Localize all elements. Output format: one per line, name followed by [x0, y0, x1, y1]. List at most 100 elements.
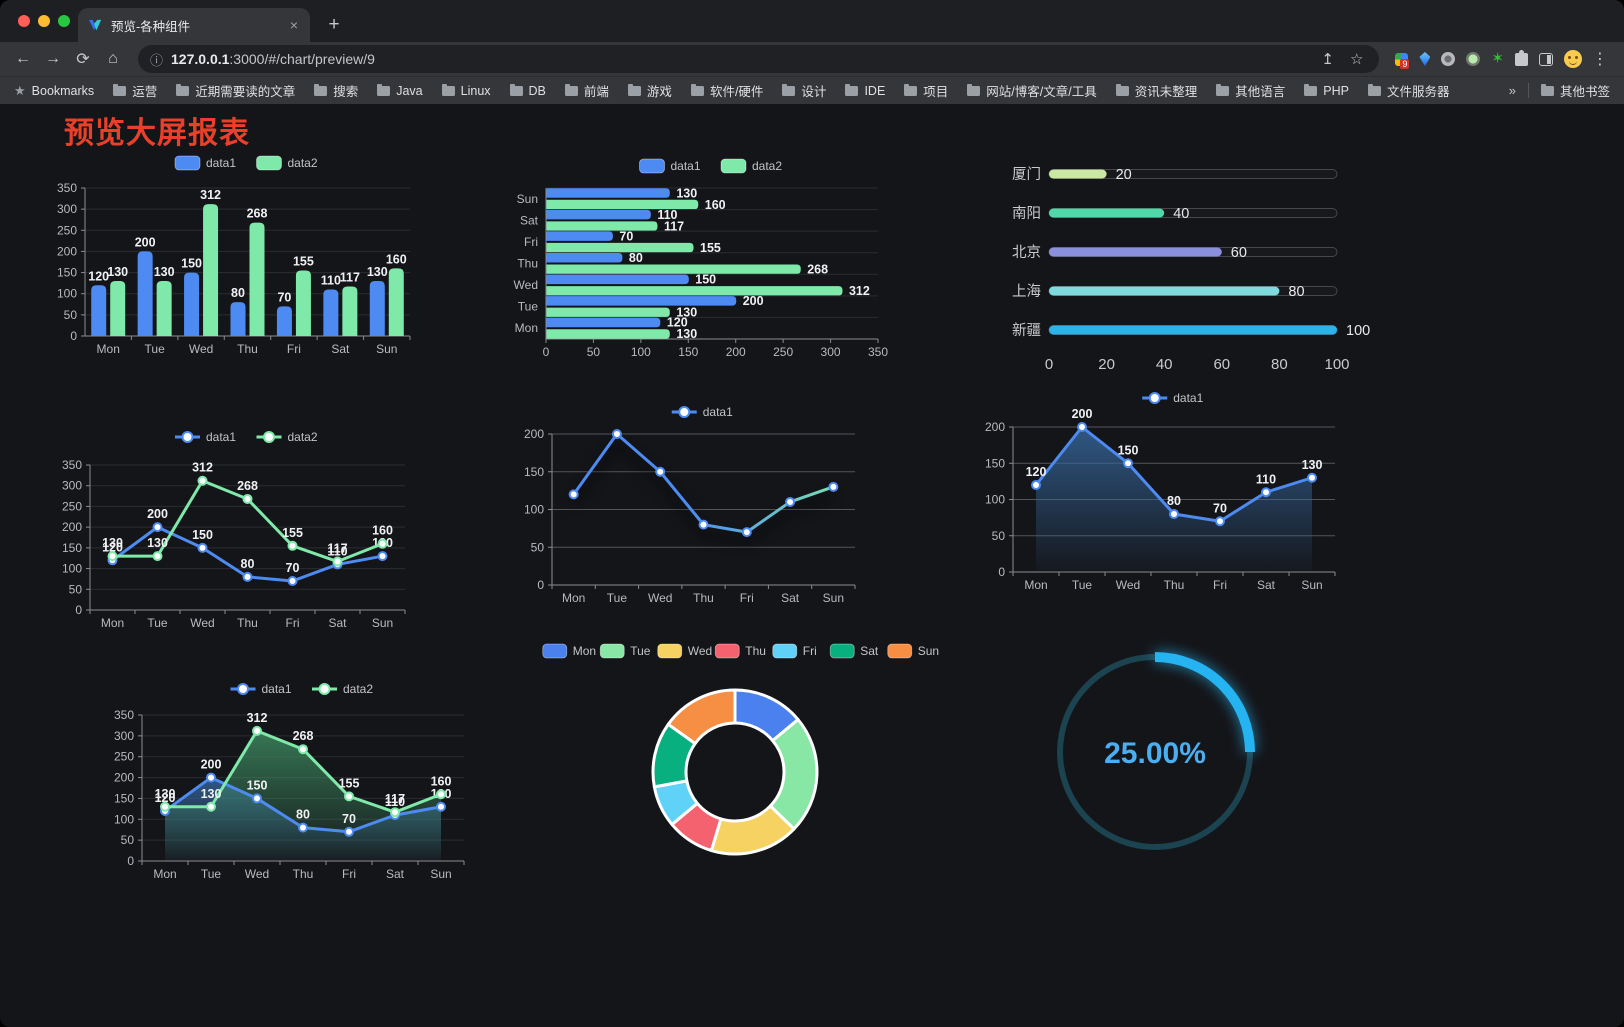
site-info-icon[interactable]: ⓘ	[150, 52, 164, 68]
legend-item[interactable]: Mon	[542, 643, 596, 659]
svg-text:300: 300	[62, 479, 82, 493]
bookmark-item[interactable]: 资讯未整理	[1115, 81, 1197, 100]
legend-item[interactable]: data2	[256, 155, 318, 171]
bookmark-star-icon[interactable]: ☆	[1349, 51, 1364, 68]
legend-item[interactable]: data1	[175, 430, 236, 444]
bookmarks-overflow-icon[interactable]: »	[1508, 83, 1516, 98]
legend-item[interactable]: Wed	[657, 643, 712, 659]
green-star-extension-icon[interactable]: ✶	[1491, 50, 1504, 67]
folder-icon	[113, 83, 127, 96]
legend-item[interactable]: Tue	[599, 643, 651, 659]
svg-text:data1: data1	[206, 430, 236, 444]
gray-circle-extension-icon[interactable]	[1441, 52, 1456, 66]
bookmark-item[interactable]: 网站/博客/文章/工具	[967, 81, 1097, 100]
svg-text:50: 50	[64, 308, 78, 322]
svg-text:100: 100	[985, 493, 1005, 507]
browser-tab[interactable]: 预览-各种组件 ×	[78, 8, 310, 42]
bookmark-item[interactable]: 近期需要读的文章	[176, 81, 295, 100]
chart-donut[interactable]: Mon Tue Wed Thu Fri Sat Sun	[542, 635, 939, 875]
svg-text:Wed: Wed	[514, 278, 538, 292]
share-icon[interactable]: ↥	[1321, 51, 1334, 68]
svg-text:350: 350	[868, 345, 888, 359]
legend-item[interactable]: Sun	[887, 643, 939, 659]
svg-text:100: 100	[1346, 323, 1370, 339]
bookmark-item[interactable]: 搜索	[314, 81, 358, 100]
url-text[interactable]: 127.0.0.1:3000/#/chart/preview/9	[171, 51, 1309, 67]
svg-text:Tue: Tue	[1072, 578, 1093, 592]
svg-text:Sun: Sun	[1301, 578, 1322, 592]
svg-text:0: 0	[998, 565, 1005, 579]
legend-item[interactable]: data1	[639, 158, 701, 174]
folder-icon	[1540, 83, 1554, 96]
svg-text:Sat: Sat	[860, 644, 879, 658]
other-bookmarks[interactable]: 其他书签	[1540, 81, 1610, 100]
back-icon[interactable]: ←	[15, 50, 31, 67]
bookmark-item[interactable]: 项目	[904, 81, 948, 100]
svg-text:Thu: Thu	[745, 644, 766, 658]
bookmark-item[interactable]: 文件服务器	[1367, 81, 1449, 100]
svg-text:Sat: Sat	[1257, 578, 1276, 592]
tab-close-icon[interactable]: ×	[289, 17, 298, 33]
window-controls[interactable]	[18, 15, 70, 27]
legend-item[interactable]: Thu	[714, 643, 766, 659]
svg-text:70: 70	[619, 229, 633, 243]
legend-item[interactable]: data1	[671, 405, 733, 419]
bookmarks-divider	[1527, 83, 1529, 98]
legend-item[interactable]: data1	[174, 155, 236, 171]
minimize-window-button[interactable]	[38, 15, 50, 27]
gem-extension-icon[interactable]	[1419, 52, 1431, 66]
extensions-badge-icon[interactable]: 9	[1395, 52, 1410, 69]
address-bar[interactable]: ⓘ 127.0.0.1:3000/#/chart/preview/9 ↥ ☆	[138, 45, 1380, 73]
forward-icon[interactable]: →	[45, 50, 61, 67]
chart-line-gradient[interactable]: 0 50 100 150 200 Mon Tue Wed Thu Fri Sat Sun data1	[500, 400, 865, 612]
bookmark-item[interactable]: 软件/硬件	[690, 81, 763, 100]
legend-item[interactable]: data2	[256, 430, 318, 444]
bookmark-item[interactable]: 游戏	[627, 81, 672, 100]
bookmark-item[interactable]: Linux	[441, 81, 491, 100]
legend-item[interactable]: Sat	[829, 643, 879, 659]
bookmarks-list: 运营 近期需要读的文章 搜索 Java Linux DB 前端 游戏 软件/硬件 设计 IDE 项目 网…	[113, 81, 1449, 100]
home-icon[interactable]: ⌂	[108, 50, 118, 67]
legend-item[interactable]: data1	[230, 682, 292, 696]
folder-icon	[967, 83, 981, 96]
svg-text:Wed: Wed	[190, 616, 214, 630]
legend-item[interactable]: data2	[312, 682, 373, 696]
close-window-button[interactable]	[18, 15, 30, 27]
donut-slice-Sun[interactable]	[666, 688, 737, 745]
svg-text:50: 50	[992, 529, 1006, 543]
svg-text:南阳: 南阳	[1012, 205, 1041, 222]
legend-item[interactable]: Fri	[772, 643, 817, 659]
reload-icon[interactable]: ⟳	[76, 51, 90, 68]
browser-menu-icon[interactable]: ⋮	[1592, 51, 1608, 68]
chart-line-dual[interactable]: 0 50 100 150 200 250 300 350 Mon Tue Wed Thu Fri Sat S…	[45, 425, 417, 637]
chart-progress-bars[interactable]: 厦门 20 南阳 40 北京 60 上海 80 新疆 100 0 20 40 60 80 100	[995, 155, 1370, 390]
bookmark-item[interactable]: PHP	[1304, 81, 1349, 100]
green-circle-extension-icon[interactable]	[1466, 52, 1481, 66]
chart-gauge[interactable]: 25.00%	[1040, 640, 1275, 872]
svg-text:Fri: Fri	[342, 867, 356, 881]
bookmark-item[interactable]: 前端	[564, 81, 609, 100]
bookmark-item[interactable]: IDE	[845, 81, 885, 100]
bookmark-item[interactable]: 其他语言	[1216, 81, 1285, 100]
bookmark-item[interactable]: DB	[509, 81, 546, 100]
chart-bar-grouped[interactable]: 0 50 100 150 200 250 300 350 Mon 120 130 Tue 200 130 W…	[40, 150, 420, 362]
browser-toolbar: ← → ⟳ ⌂ ⓘ 127.0.0.1:3000/#/chart/preview…	[0, 42, 1624, 76]
bookmarks-manager[interactable]: ★ Bookmarks	[14, 83, 94, 99]
maximize-window-button[interactable]	[58, 15, 70, 27]
svg-text:Mon: Mon	[97, 342, 120, 356]
new-tab-button[interactable]: +	[328, 14, 340, 35]
bookmark-item[interactable]: 运营	[113, 81, 157, 100]
chart-area-dual[interactable]: 0 50 100 150 200 250 300 350 Mon Tue Wed Thu Fri Sat S…	[100, 675, 476, 889]
side-panel-icon[interactable]	[1539, 52, 1553, 66]
bookmark-item[interactable]: Java	[377, 81, 423, 100]
svg-text:Tue: Tue	[201, 867, 222, 881]
legend-item[interactable]: data2	[720, 158, 782, 174]
puzzle-extensions-icon[interactable]	[1515, 49, 1528, 66]
chart-bar-horizontal[interactable]: 0 50 100 150 200 250 300 350 Sun 130 160 Sat 110 117 F…	[500, 150, 892, 365]
profile-avatar[interactable]	[1564, 50, 1582, 68]
svg-text:Sat: Sat	[781, 591, 800, 605]
bookmark-item[interactable]: 设计	[782, 81, 826, 100]
svg-text:130: 130	[676, 327, 697, 341]
legend-item[interactable]: data1	[1142, 391, 1204, 405]
chart-area-single[interactable]: 0 50 100 150 200 Mon Tue Wed Thu Fri Sat Sun 120 200 1…	[973, 388, 1349, 600]
